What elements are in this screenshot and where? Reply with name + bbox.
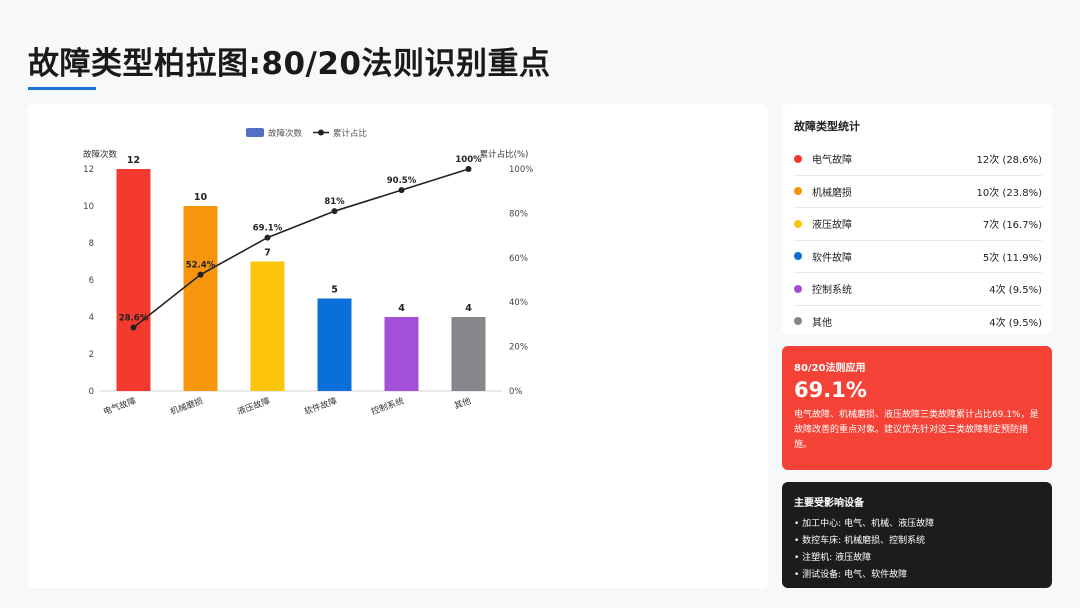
y-tick-right: 60% xyxy=(509,254,528,264)
bar-0 xyxy=(116,169,151,391)
rule-value: 69.1% xyxy=(794,378,867,402)
x-tick-label: 电气故障 xyxy=(102,395,138,417)
stats-name: 软件故障 xyxy=(812,252,852,264)
x-tick-label: 其他 xyxy=(453,395,473,411)
stats-dot xyxy=(794,252,802,261)
devices-card: 主要受影响设备 • 加工中心: 电气、机械、液压故障 • 数控车床: 机械磨损、控… xyxy=(782,482,1052,588)
x-tick-label: 液压故障 xyxy=(236,395,272,417)
legend-line-marker xyxy=(318,129,324,136)
y-axis-right-label: 累计占比(%) xyxy=(480,149,529,160)
stats-value: 10次 (23.8%) xyxy=(976,187,1042,199)
bar-value-label: 4 xyxy=(465,303,472,314)
x-tick-label: 软件故障 xyxy=(303,395,339,417)
y-tick-right: 100% xyxy=(509,165,533,175)
cumulative-label: 90.5% xyxy=(387,176,417,186)
cumulative-point-2 xyxy=(264,234,271,241)
stats-title: 故障类型统计 xyxy=(794,120,860,133)
cumulative-point-4 xyxy=(398,187,405,194)
bar-value-label: 4 xyxy=(398,303,405,314)
devices-list: • 加工中心: 电气、机械、液压故障 • 数控车床: 机械磨损、控制系统 • 注塑机… xyxy=(794,516,1040,584)
pareto-chart-card: 故障次数 累计占比 故障次数 累计占比(%) 0 2 4 6 8 10 12 0% 20% 40% 60% 8… xyxy=(28,104,768,588)
stats-name: 其他 xyxy=(812,317,832,329)
stats-name: 液压故障 xyxy=(812,220,852,232)
cumulative-point-0 xyxy=(130,324,137,331)
y-tick-right: 0% xyxy=(509,387,523,397)
stats-name: 机械磨损 xyxy=(812,187,852,199)
y-tick-right: 20% xyxy=(509,343,528,353)
stats-value: 5次 (11.9%) xyxy=(982,252,1042,264)
stats-row: 其他 4次 (9.5%) xyxy=(794,306,1042,338)
y-tick-left: 10 xyxy=(83,202,94,212)
stats-dot xyxy=(794,187,802,196)
y-tick-left: 4 xyxy=(89,313,94,323)
y-tick-right: 80% xyxy=(509,209,528,219)
y-tick-left: 6 xyxy=(89,276,94,286)
stats-row: 液压故障 7次 (16.7%) xyxy=(794,208,1042,241)
bar-value-label: 5 xyxy=(331,285,338,296)
y-tick-left: 0 xyxy=(89,387,94,397)
stats-value: 12次 (28.6%) xyxy=(976,155,1042,167)
stats-dot xyxy=(794,284,802,293)
stats-list: 电气故障 12次 (28.6%) 机械磨损 10次 (23.8%) 液压故障 7次 (16… xyxy=(794,143,1042,337)
stats-value: 7次 (16.7%) xyxy=(982,220,1042,232)
stats-value: 4次 (9.5%) xyxy=(989,317,1042,329)
page-title: 故障类型柏拉图:80/20法则识别重点 xyxy=(28,46,551,82)
y-axis-left-label: 故障次数 xyxy=(83,149,118,160)
bar-value-label: 12 xyxy=(127,155,140,166)
x-tick-label: 控制系统 xyxy=(370,395,406,417)
cumulative-label: 52.4% xyxy=(186,261,216,271)
cumulative-point-3 xyxy=(331,208,338,215)
stats-row: 机械磨损 10次 (23.8%) xyxy=(794,176,1042,208)
stats-dot xyxy=(794,219,802,228)
cumulative-label: 100% xyxy=(455,155,482,165)
legend-bar-swatch xyxy=(246,128,264,137)
fault-stats-card: 故障类型统计 电气故障 12次 (28.6%) 机械磨损 10次 (23.8%) 液压故… xyxy=(782,104,1052,334)
y-tick-left: 8 xyxy=(89,239,94,249)
rule-title: 80/20法则应用 xyxy=(794,363,866,374)
bar-value-label: 7 xyxy=(264,248,271,259)
x-tick-label: 机械磨损 xyxy=(169,395,205,417)
y-tick-right: 40% xyxy=(509,298,528,308)
cumulative-label: 69.1% xyxy=(253,224,283,234)
stats-row: 电气故障 12次 (28.6%) xyxy=(794,143,1042,176)
rule-description: 电气故障、机械磨损、液压故障三类故障累计占比69.1%，是故障改善的重点对象。建… xyxy=(794,410,1039,450)
stats-value: 4次 (9.5%) xyxy=(989,285,1042,297)
y-tick-left: 12 xyxy=(83,165,94,175)
cumulative-line xyxy=(133,168,469,329)
stats-name: 控制系统 xyxy=(812,285,852,297)
cumulative-point-1 xyxy=(197,271,204,278)
bar-value-label: 10 xyxy=(194,192,208,203)
stats-dot xyxy=(794,154,802,163)
devices-title: 主要受影响设备 xyxy=(794,498,864,509)
cumulative-label: 28.6% xyxy=(119,314,149,324)
device-item: • 测试设备: 电气、软件故障 xyxy=(794,570,908,580)
bar-1 xyxy=(183,206,218,391)
cumulative-point-5 xyxy=(465,166,472,172)
title-underline xyxy=(28,87,96,90)
rule-card: 80/20法则应用 69.1% 电气故障、机械磨损、液压故障三类故障累计占比69… xyxy=(782,346,1052,470)
stats-name: 电气故障 xyxy=(812,155,852,167)
device-item: • 注塑机: 液压故障 xyxy=(794,553,872,563)
device-item: • 数控车床: 机械磨损、控制系统 xyxy=(794,536,926,546)
legend-bar-label: 故障次数 xyxy=(268,128,303,139)
stats-row: 控制系统 4次 (9.5%) xyxy=(794,273,1042,306)
stats-row: 软件故障 5次 (11.9%) xyxy=(794,241,1042,273)
bar-3 xyxy=(317,298,352,391)
legend-line-label: 累计占比 xyxy=(333,128,367,139)
y-tick-left: 2 xyxy=(89,350,94,360)
device-item: • 加工中心: 电气、机械、液压故障 xyxy=(794,519,935,529)
stats-dot xyxy=(794,317,802,326)
bar-4 xyxy=(384,317,419,391)
bar-2 xyxy=(250,261,285,391)
cumulative-label: 81% xyxy=(324,197,345,207)
bar-5 xyxy=(451,317,486,391)
